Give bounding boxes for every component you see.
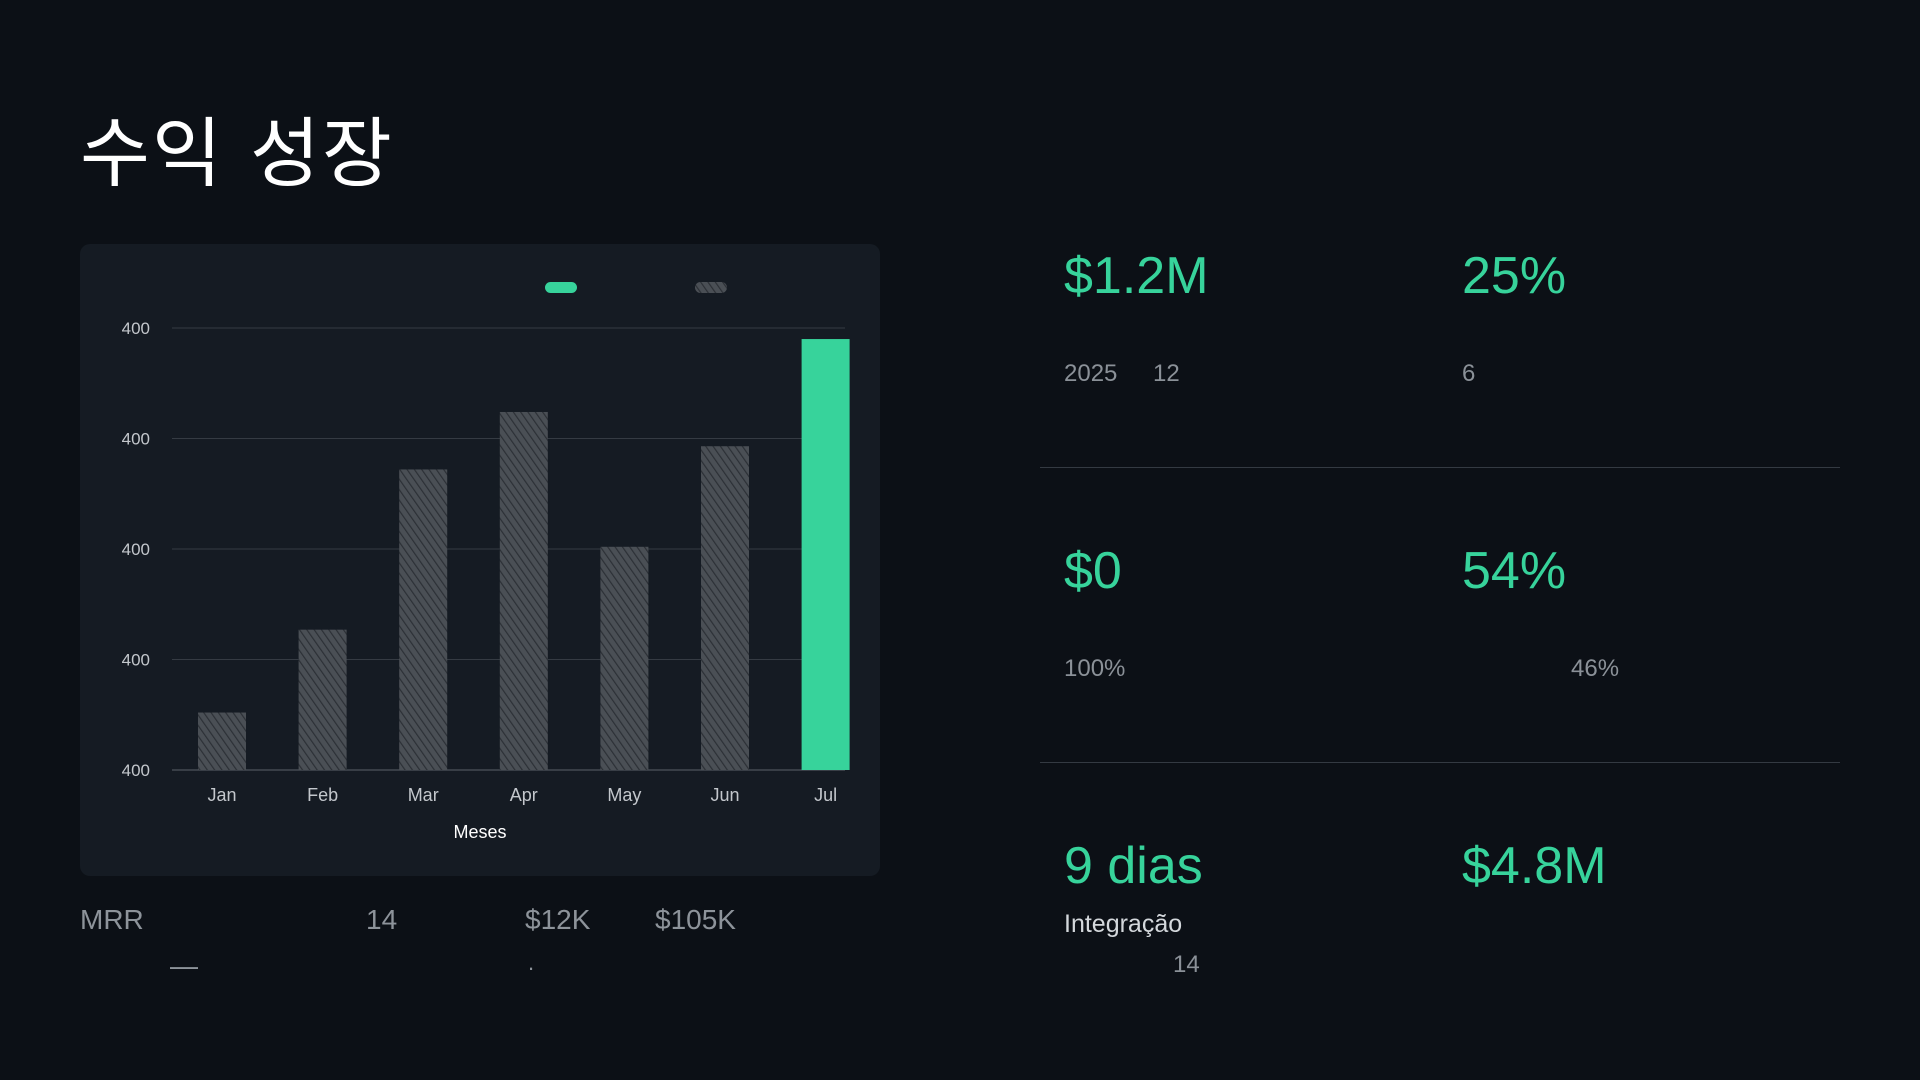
caption-dot: .	[528, 950, 535, 975]
y-tick-label: 400	[122, 540, 150, 559]
bar-apr	[499, 411, 548, 770]
metric-revenue-year: 2025	[1064, 360, 1118, 387]
caption-value-12k: $12K	[525, 904, 591, 935]
bar-may	[600, 546, 649, 770]
metric-share-sub: 46%	[1571, 655, 1620, 682]
revenue-bar-chart: 400 400 400 400 400 Jan Feb Mar Apr May Jun Jul Mes…	[122, 282, 850, 842]
y-tick-label: 400	[122, 761, 150, 780]
legend-swatch-highlight	[545, 282, 577, 293]
x-tick-label: Jan	[207, 785, 236, 805]
metric-revenue-months: 12	[1153, 360, 1180, 387]
x-tick-label: Jul	[814, 785, 837, 805]
metric-onboarding-sub: 14	[1173, 951, 1200, 978]
y-tick-label: 400	[122, 651, 150, 670]
bar-jun	[701, 446, 749, 770]
revenue-chart-card: 400 400 400 400 400 Jan Feb Mar Apr May Jun Jul Mes…	[80, 244, 880, 876]
caption-value-105k: $105K	[655, 904, 736, 935]
legend-swatch-base	[695, 282, 727, 293]
bar-jan	[198, 712, 246, 770]
caption-dash: —	[170, 950, 198, 981]
x-tick-label: May	[607, 785, 641, 805]
x-tick-label: Feb	[307, 785, 338, 805]
metric-cost-value: $0	[1064, 542, 1122, 600]
metric-growth-value: 25%	[1462, 247, 1567, 305]
metric-share-value: 54%	[1462, 542, 1567, 600]
metric-onboarding-label: Integração	[1064, 910, 1183, 938]
caption-value-days: 14	[366, 904, 398, 935]
page-title: 수익 성장	[80, 109, 394, 198]
caption-mrr-label: MRR	[80, 904, 144, 935]
metrics-divider-2	[1040, 762, 1840, 763]
metric-revenue-value: $1.2M	[1064, 247, 1209, 305]
bar-jul	[801, 339, 850, 770]
y-tick-label: 400	[122, 319, 150, 338]
metrics-divider-1	[1040, 467, 1840, 468]
x-tick-label: Jun	[710, 785, 739, 805]
metric-onboarding-value: 9 dias	[1064, 837, 1203, 895]
y-tick-label: 400	[122, 430, 150, 449]
x-tick-label: Apr	[510, 785, 538, 805]
bar-mar	[399, 469, 448, 770]
metric-cost-sub: 100%	[1064, 655, 1126, 682]
x-axis-label: Meses	[453, 822, 506, 842]
metric-arr-value: $4.8M	[1462, 837, 1607, 895]
metric-growth-sub: 6	[1462, 360, 1476, 387]
x-tick-label: Mar	[408, 785, 439, 805]
bar-feb	[298, 629, 347, 770]
